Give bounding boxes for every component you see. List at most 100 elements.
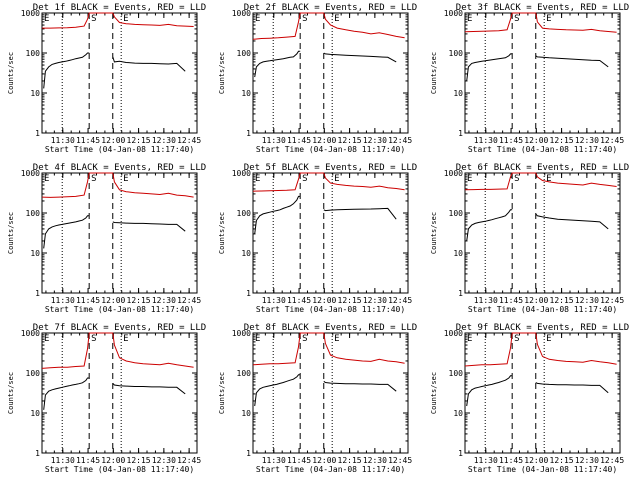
y-axis-label: Counts/sec — [218, 52, 226, 94]
marker-label: E — [334, 174, 339, 184]
y-tick-label: 10 — [241, 409, 251, 418]
plot-frame — [252, 332, 409, 454]
events-series-line — [112, 56, 186, 72]
x-tick-label: 11:45 — [499, 136, 523, 145]
plot-frame — [464, 332, 621, 454]
x-axis-label: Start Time (04-Jan-08 11:17:40) — [45, 145, 194, 154]
x-tick-label: 11:45 — [499, 296, 523, 305]
detector-panel: Det 2f BLACK = Events, RED = LLD 1 10 100 10… — [218, 3, 417, 154]
y-tick-label: 1 — [458, 449, 463, 458]
x-tick-label: 12:45 — [600, 136, 624, 145]
x-tick-label: 12:30 — [152, 136, 176, 145]
x-tick-label: 11:30 — [474, 296, 498, 305]
lld-series-line — [464, 332, 617, 367]
x-tick-label: 11:30 — [262, 456, 286, 465]
x-tick-label: 12:15 — [550, 456, 574, 465]
marker-label: E — [467, 14, 472, 24]
panel-title: Det 2f BLACK = Events, RED = LLD — [244, 3, 417, 13]
y-axis-label: Counts/sec — [218, 372, 226, 414]
marker-label: S — [302, 14, 307, 24]
x-tick-label: 12:15 — [338, 456, 362, 465]
x-axis-label: Start Time (04-Jan-08 11:17:40) — [256, 305, 405, 314]
y-tick-label: 1000 — [232, 169, 251, 178]
panel-title: Det 4f BLACK = Events, RED = LLD — [33, 163, 206, 173]
x-tick-label: 12:45 — [388, 136, 412, 145]
y-tick-label: 100 — [449, 49, 464, 58]
y-tick-label: 10 — [453, 249, 463, 258]
x-tick-label: 12:45 — [388, 296, 412, 305]
events-series-line — [43, 215, 90, 249]
plot-frame — [252, 12, 409, 134]
lld-series-line — [41, 172, 194, 198]
y-tick-label: 1 — [246, 449, 251, 458]
marker-label: E — [334, 14, 339, 24]
y-tick-label: 1000 — [232, 9, 251, 18]
panel-title: Det 7f BLACK = Events, RED = LLD — [33, 323, 206, 333]
events-series-line — [43, 52, 90, 89]
marker-label: E — [546, 334, 551, 344]
y-axis-label: Counts/sec — [7, 372, 15, 414]
events-series-line — [323, 52, 397, 63]
marker-label: S — [514, 334, 519, 344]
y-tick-label: 1000 — [444, 329, 463, 338]
events-series-line — [535, 382, 609, 394]
detector-panel: Det 3f BLACK = Events, RED = LLD 1 10 100 10… — [430, 3, 629, 154]
marker-label: S — [302, 174, 307, 184]
x-tick-label: 12:00 — [524, 136, 548, 145]
x-tick-label: 11:30 — [51, 456, 75, 465]
panel-title: Det 5f BLACK = Events, RED = LLD — [244, 163, 417, 173]
y-tick-label: 1000 — [21, 169, 40, 178]
x-tick-label: 12:15 — [127, 136, 151, 145]
y-axis-label: Counts/sec — [430, 52, 438, 94]
events-series-line — [112, 221, 186, 232]
marker-label: E — [546, 174, 551, 184]
marker-label: S — [91, 334, 96, 344]
x-axis-label: Start Time (04-Jan-08 11:17:40) — [256, 145, 405, 154]
x-tick-label: 11:45 — [499, 456, 523, 465]
y-tick-label: 1000 — [444, 9, 463, 18]
x-tick-label: 12:00 — [524, 456, 548, 465]
x-tick-label: 12:45 — [600, 456, 624, 465]
x-tick-label: 12:30 — [363, 456, 387, 465]
marker-label: E — [123, 334, 128, 344]
x-tick-label: 11:45 — [287, 456, 311, 465]
y-tick-label: 1 — [458, 129, 463, 138]
y-tick-label: 100 — [26, 49, 41, 58]
x-tick-label: 12:00 — [101, 456, 125, 465]
x-tick-label: 12:15 — [338, 136, 362, 145]
x-tick-label: 12:30 — [363, 136, 387, 145]
lld-series-line — [464, 172, 617, 191]
y-tick-label: 1 — [458, 289, 463, 298]
marker-label: E — [123, 14, 128, 24]
marker-label: E — [334, 334, 339, 344]
y-tick-label: 1000 — [21, 9, 40, 18]
x-tick-label: 12:45 — [388, 456, 412, 465]
events-series-line — [43, 377, 90, 410]
x-tick-label: 12:15 — [550, 136, 574, 145]
plot-frame — [464, 12, 621, 134]
y-axis-label: Counts/sec — [430, 212, 438, 254]
lld-series-line — [252, 332, 405, 366]
x-tick-label: 11:30 — [262, 136, 286, 145]
x-tick-label: 12:00 — [312, 456, 336, 465]
marker-label: E — [255, 174, 260, 184]
y-tick-label: 1000 — [444, 169, 463, 178]
marker-label: S — [514, 174, 519, 184]
x-axis-label: Start Time (04-Jan-08 11:17:40) — [468, 465, 617, 474]
x-tick-label: 11:30 — [51, 296, 75, 305]
plot-frame — [464, 172, 621, 294]
y-tick-label: 10 — [453, 89, 463, 98]
panel-title: Det 1f BLACK = Events, RED = LLD — [33, 3, 206, 13]
x-tick-label: 12:00 — [312, 296, 336, 305]
x-axis-label: Start Time (04-Jan-08 11:17:40) — [45, 305, 194, 314]
x-tick-label: 11:45 — [287, 296, 311, 305]
y-tick-label: 1000 — [232, 329, 251, 338]
y-tick-label: 100 — [237, 369, 252, 378]
x-axis-label: Start Time (04-Jan-08 11:17:40) — [468, 145, 617, 154]
marker-label: E — [44, 334, 49, 344]
marker-label: E — [255, 334, 260, 344]
x-tick-label: 12:30 — [152, 456, 176, 465]
y-tick-label: 10 — [30, 409, 40, 418]
x-axis-label: Start Time (04-Jan-08 11:17:40) — [45, 465, 194, 474]
x-axis-label: Start Time (04-Jan-08 11:17:40) — [256, 465, 405, 474]
